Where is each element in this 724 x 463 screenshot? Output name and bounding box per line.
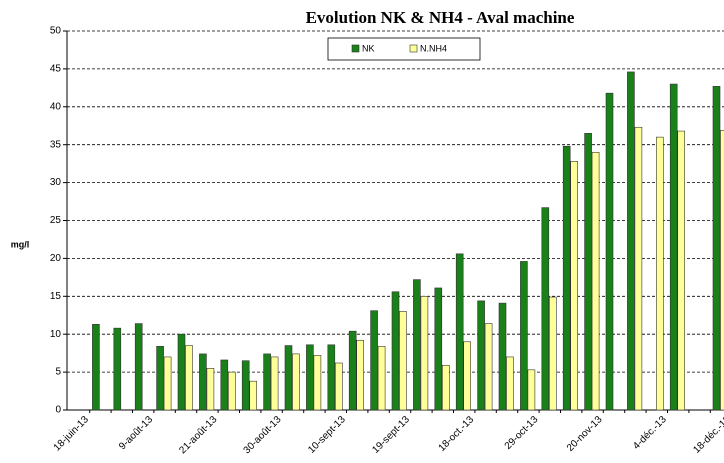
y-tick-label: 10 [50,329,62,340]
y-tick-label: 5 [55,367,61,378]
bar [720,129,724,411]
x-tick-label: 18-oct.-13 [437,414,477,454]
bar [541,207,550,411]
bar [327,344,336,411]
bar [306,344,314,411]
x-tick-label: 10-sept-13 [306,414,348,456]
legend-label: N.NH4 [420,43,447,53]
x-tick-label: 21-août-13 [177,414,219,456]
bar [356,339,365,411]
bar [562,145,571,411]
bar [92,324,100,411]
bar [284,345,293,411]
bar [348,330,357,411]
bar [455,253,464,411]
bar [370,310,378,411]
y-tick-label: 40 [50,101,62,112]
bar [627,71,635,411]
bar [591,151,600,411]
bar [506,356,514,411]
bar [484,323,493,411]
bar [399,311,407,411]
x-tick-label: 19-sept-13 [370,414,412,456]
chart-title: Evolution NK & NH4 - Aval machine [306,8,575,27]
bar [584,133,592,411]
bar [527,369,536,411]
bar [249,380,257,411]
y-tick-label: 35 [50,139,62,150]
x-tick-label: 9-août-13 [117,414,155,452]
bar [634,126,643,411]
bar [241,360,250,411]
bar [498,302,507,411]
x-tick-label: 30-août-13 [242,414,284,456]
x-tick-label: 29-oct-13 [503,414,541,452]
bar [441,364,450,411]
bar [220,359,229,411]
bar [570,161,579,411]
bar [185,345,193,411]
bar [677,130,686,411]
bar [420,295,429,411]
y-axis-label: mg/l [11,239,30,249]
bar [134,323,143,411]
bar [292,353,300,411]
bar [163,356,172,411]
bar [270,356,279,411]
bar [391,291,400,411]
bar [263,353,271,411]
bar [463,341,472,411]
y-tick-label: 45 [50,64,62,75]
bar [712,86,721,411]
bar [520,261,528,411]
bar [156,346,164,411]
bar [177,333,186,411]
bar [605,92,614,411]
bar [113,327,122,411]
legend-label: NK [362,43,375,53]
bar [313,355,322,411]
y-tick-label: 15 [50,291,62,302]
bar [377,346,386,411]
legend-swatch [409,44,418,53]
x-tick-label: 20-nov-13 [565,414,605,454]
x-tick-label: 18-juin-13 [52,414,92,454]
y-tick-label: 25 [50,215,62,226]
bar [655,136,664,411]
bar [206,368,215,411]
bar [548,296,557,411]
legend-swatch [351,44,360,53]
bar [199,353,207,411]
bar [669,83,678,411]
x-tick-label: 4-déc.-13 [631,414,669,452]
bar [434,287,443,411]
bar [228,371,236,411]
bar [477,300,485,411]
bar [413,279,421,411]
y-tick-label: 50 [50,26,62,37]
x-tick-label: 18-déc.-13 [691,414,724,456]
y-tick-label: 0 [55,405,61,416]
bar [334,362,343,411]
y-tick-label: 20 [50,253,62,264]
y-tick-label: 30 [50,177,62,188]
legend-box [327,37,481,61]
